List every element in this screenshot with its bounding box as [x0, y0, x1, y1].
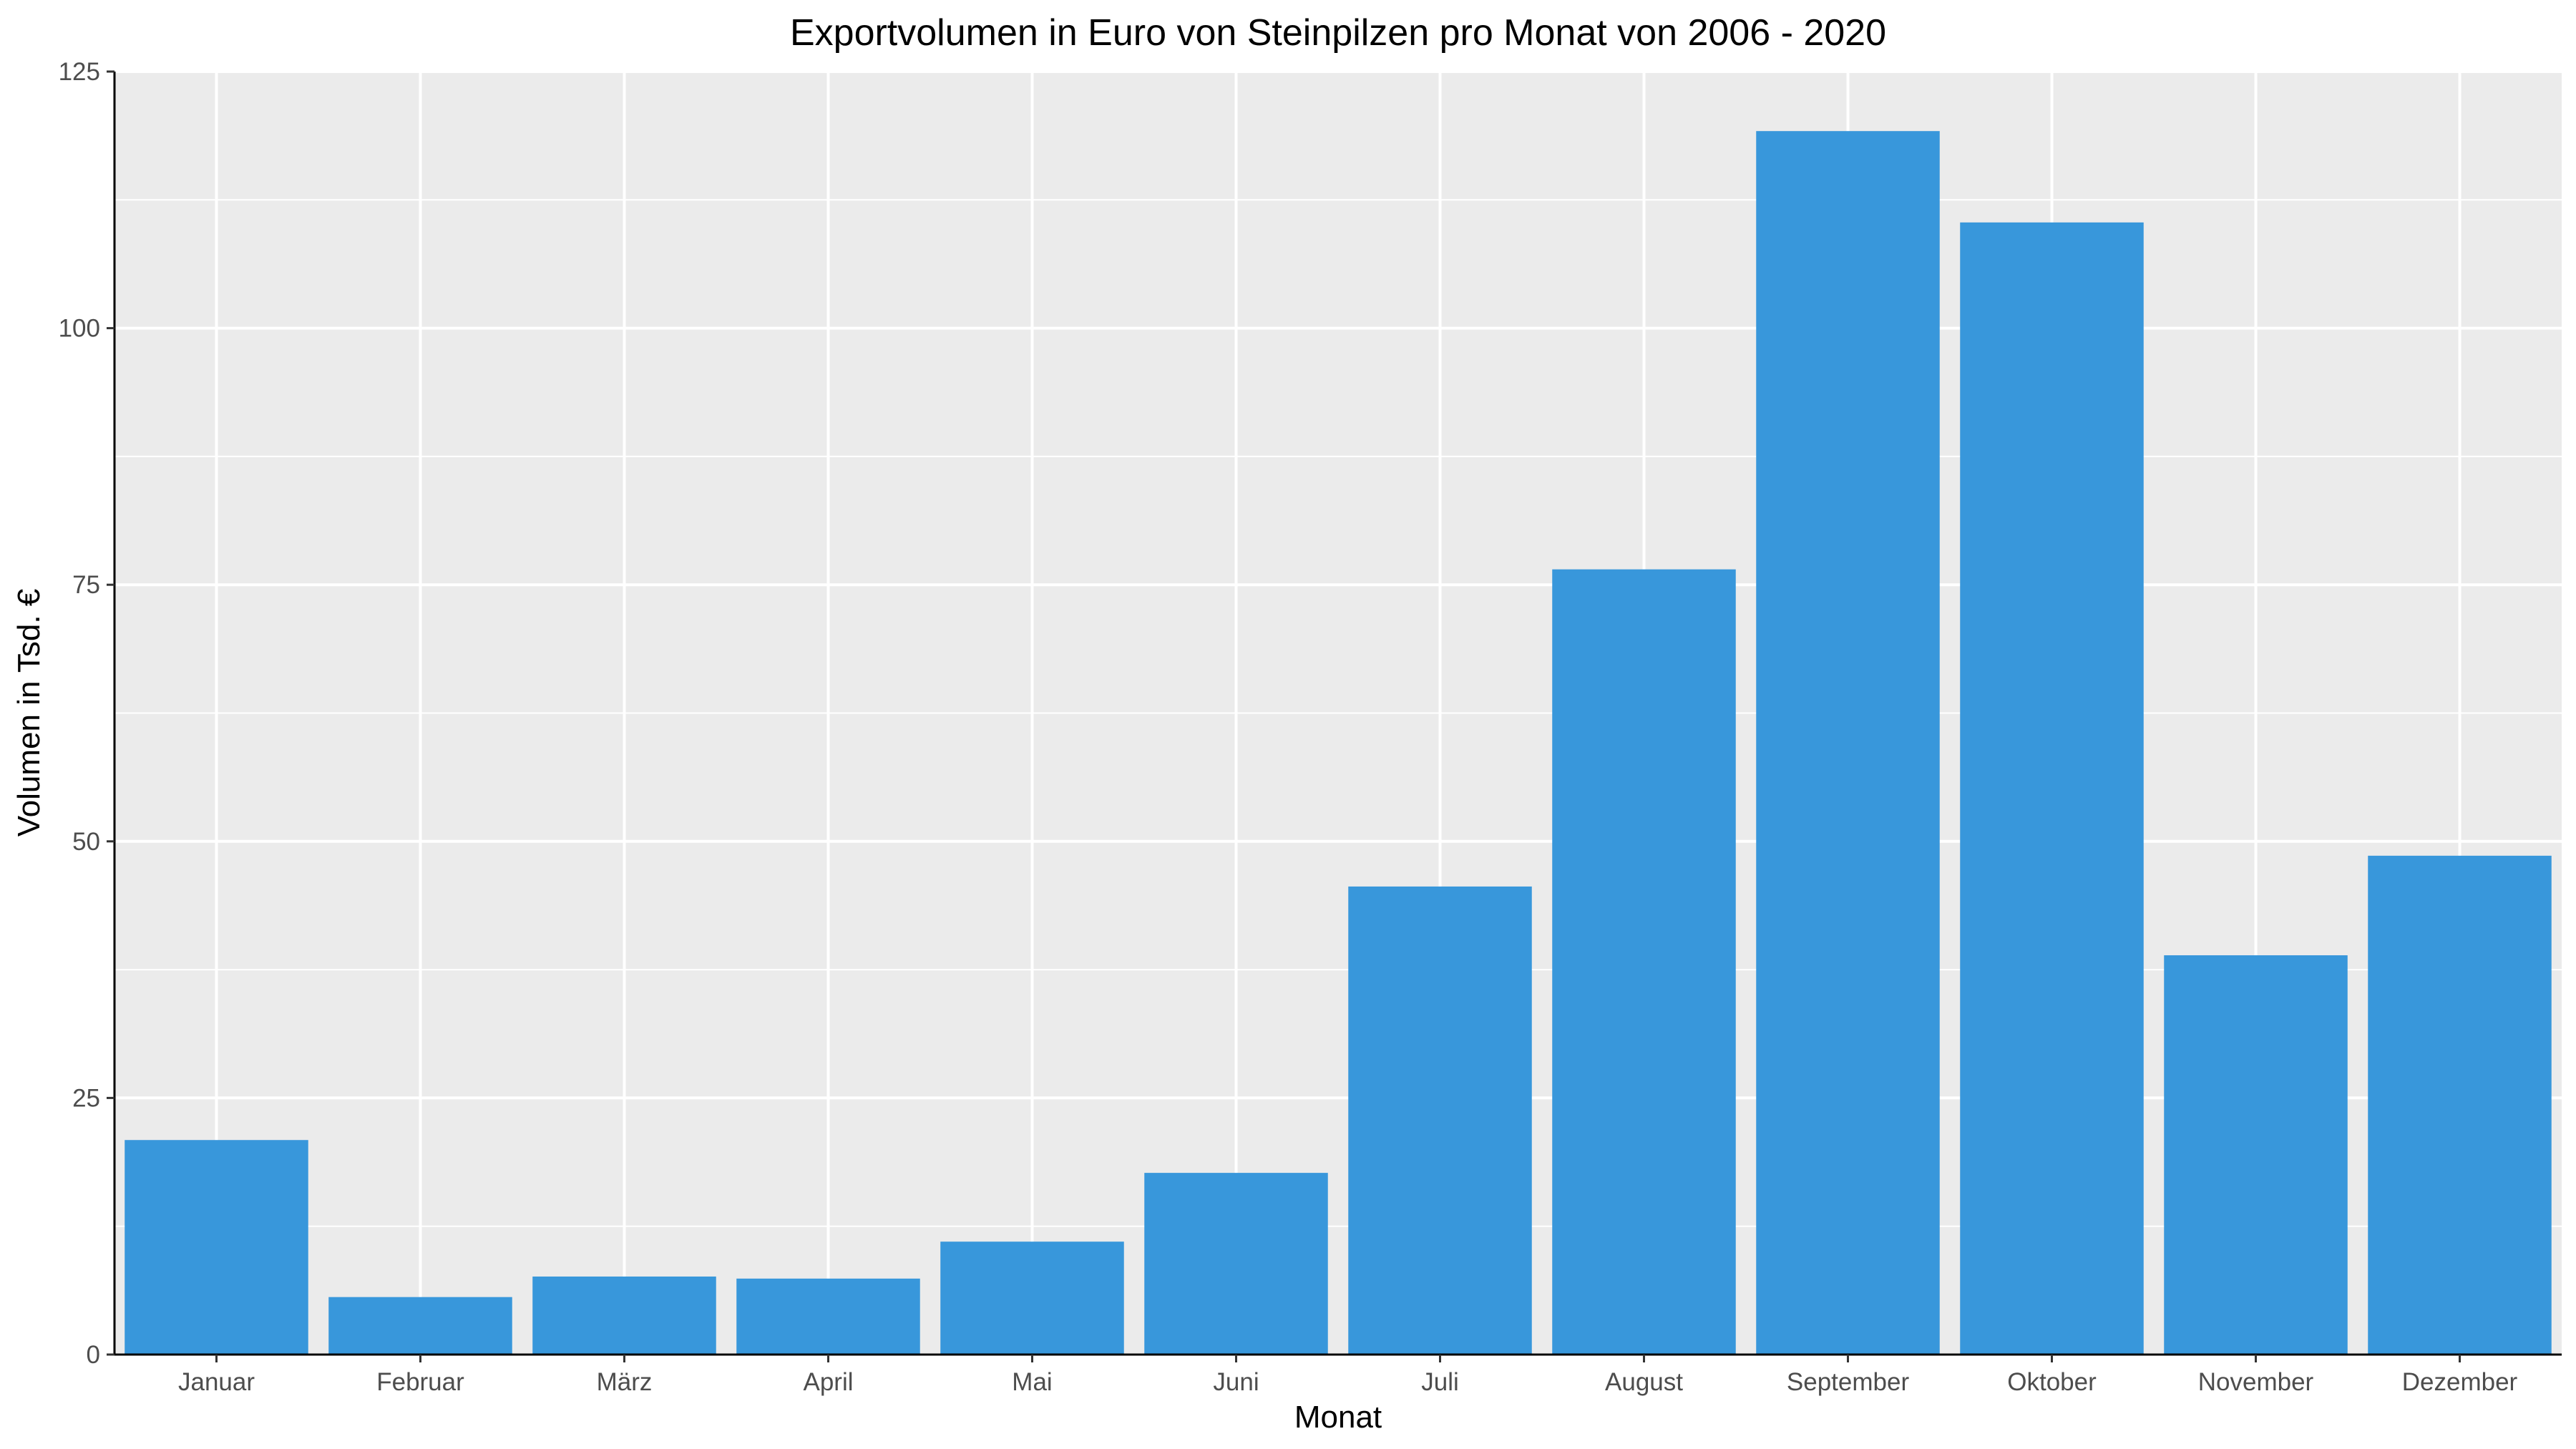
x-tick-label: Juni: [1213, 1368, 1259, 1396]
bar: [1144, 1173, 1328, 1355]
bar: [1348, 886, 1532, 1355]
y-axis-ticks: 0 25 50 75 100 125: [59, 58, 114, 1369]
chart-title: Exportvolumen in Euro von Steinpilzen pr…: [790, 12, 1886, 54]
x-tick-label: August: [1605, 1368, 1683, 1396]
y-axis-title: Volumen in Tsd. €: [11, 589, 47, 837]
bar: [940, 1241, 1124, 1355]
x-tick-label: Oktober: [2007, 1368, 2097, 1396]
y-tick-label: 75: [72, 571, 100, 599]
bar: [125, 1140, 308, 1355]
bar: [1756, 131, 1940, 1355]
x-tick-label: September: [1787, 1368, 1910, 1396]
x-axis-ticks: Januar Februar März April Mai Juni Juli August S…: [178, 1355, 2518, 1396]
y-tick-label: 100: [59, 315, 100, 343]
x-tick-label: Februar: [376, 1368, 464, 1396]
y-tick-label: 0: [87, 1341, 100, 1369]
bar: [2368, 855, 2552, 1355]
y-tick-label: 50: [72, 828, 100, 856]
y-tick-label: 25: [72, 1084, 100, 1112]
x-axis-title: Monat: [1294, 1400, 1382, 1435]
x-tick-label: März: [597, 1368, 653, 1396]
bar: [1960, 222, 2144, 1355]
bars: [125, 131, 2552, 1355]
bar: [2164, 955, 2348, 1355]
y-tick-label: 125: [59, 58, 100, 86]
x-tick-label: Dezember: [2402, 1368, 2518, 1396]
x-tick-label: November: [2198, 1368, 2314, 1396]
x-tick-label: Juli: [1421, 1368, 1459, 1396]
bar: [532, 1276, 716, 1355]
bar: [1552, 569, 1736, 1355]
bar: [736, 1278, 920, 1355]
x-tick-label: Mai: [1012, 1368, 1052, 1396]
bar: [328, 1297, 512, 1355]
x-tick-label: Januar: [178, 1368, 255, 1396]
x-tick-label: April: [803, 1368, 853, 1396]
